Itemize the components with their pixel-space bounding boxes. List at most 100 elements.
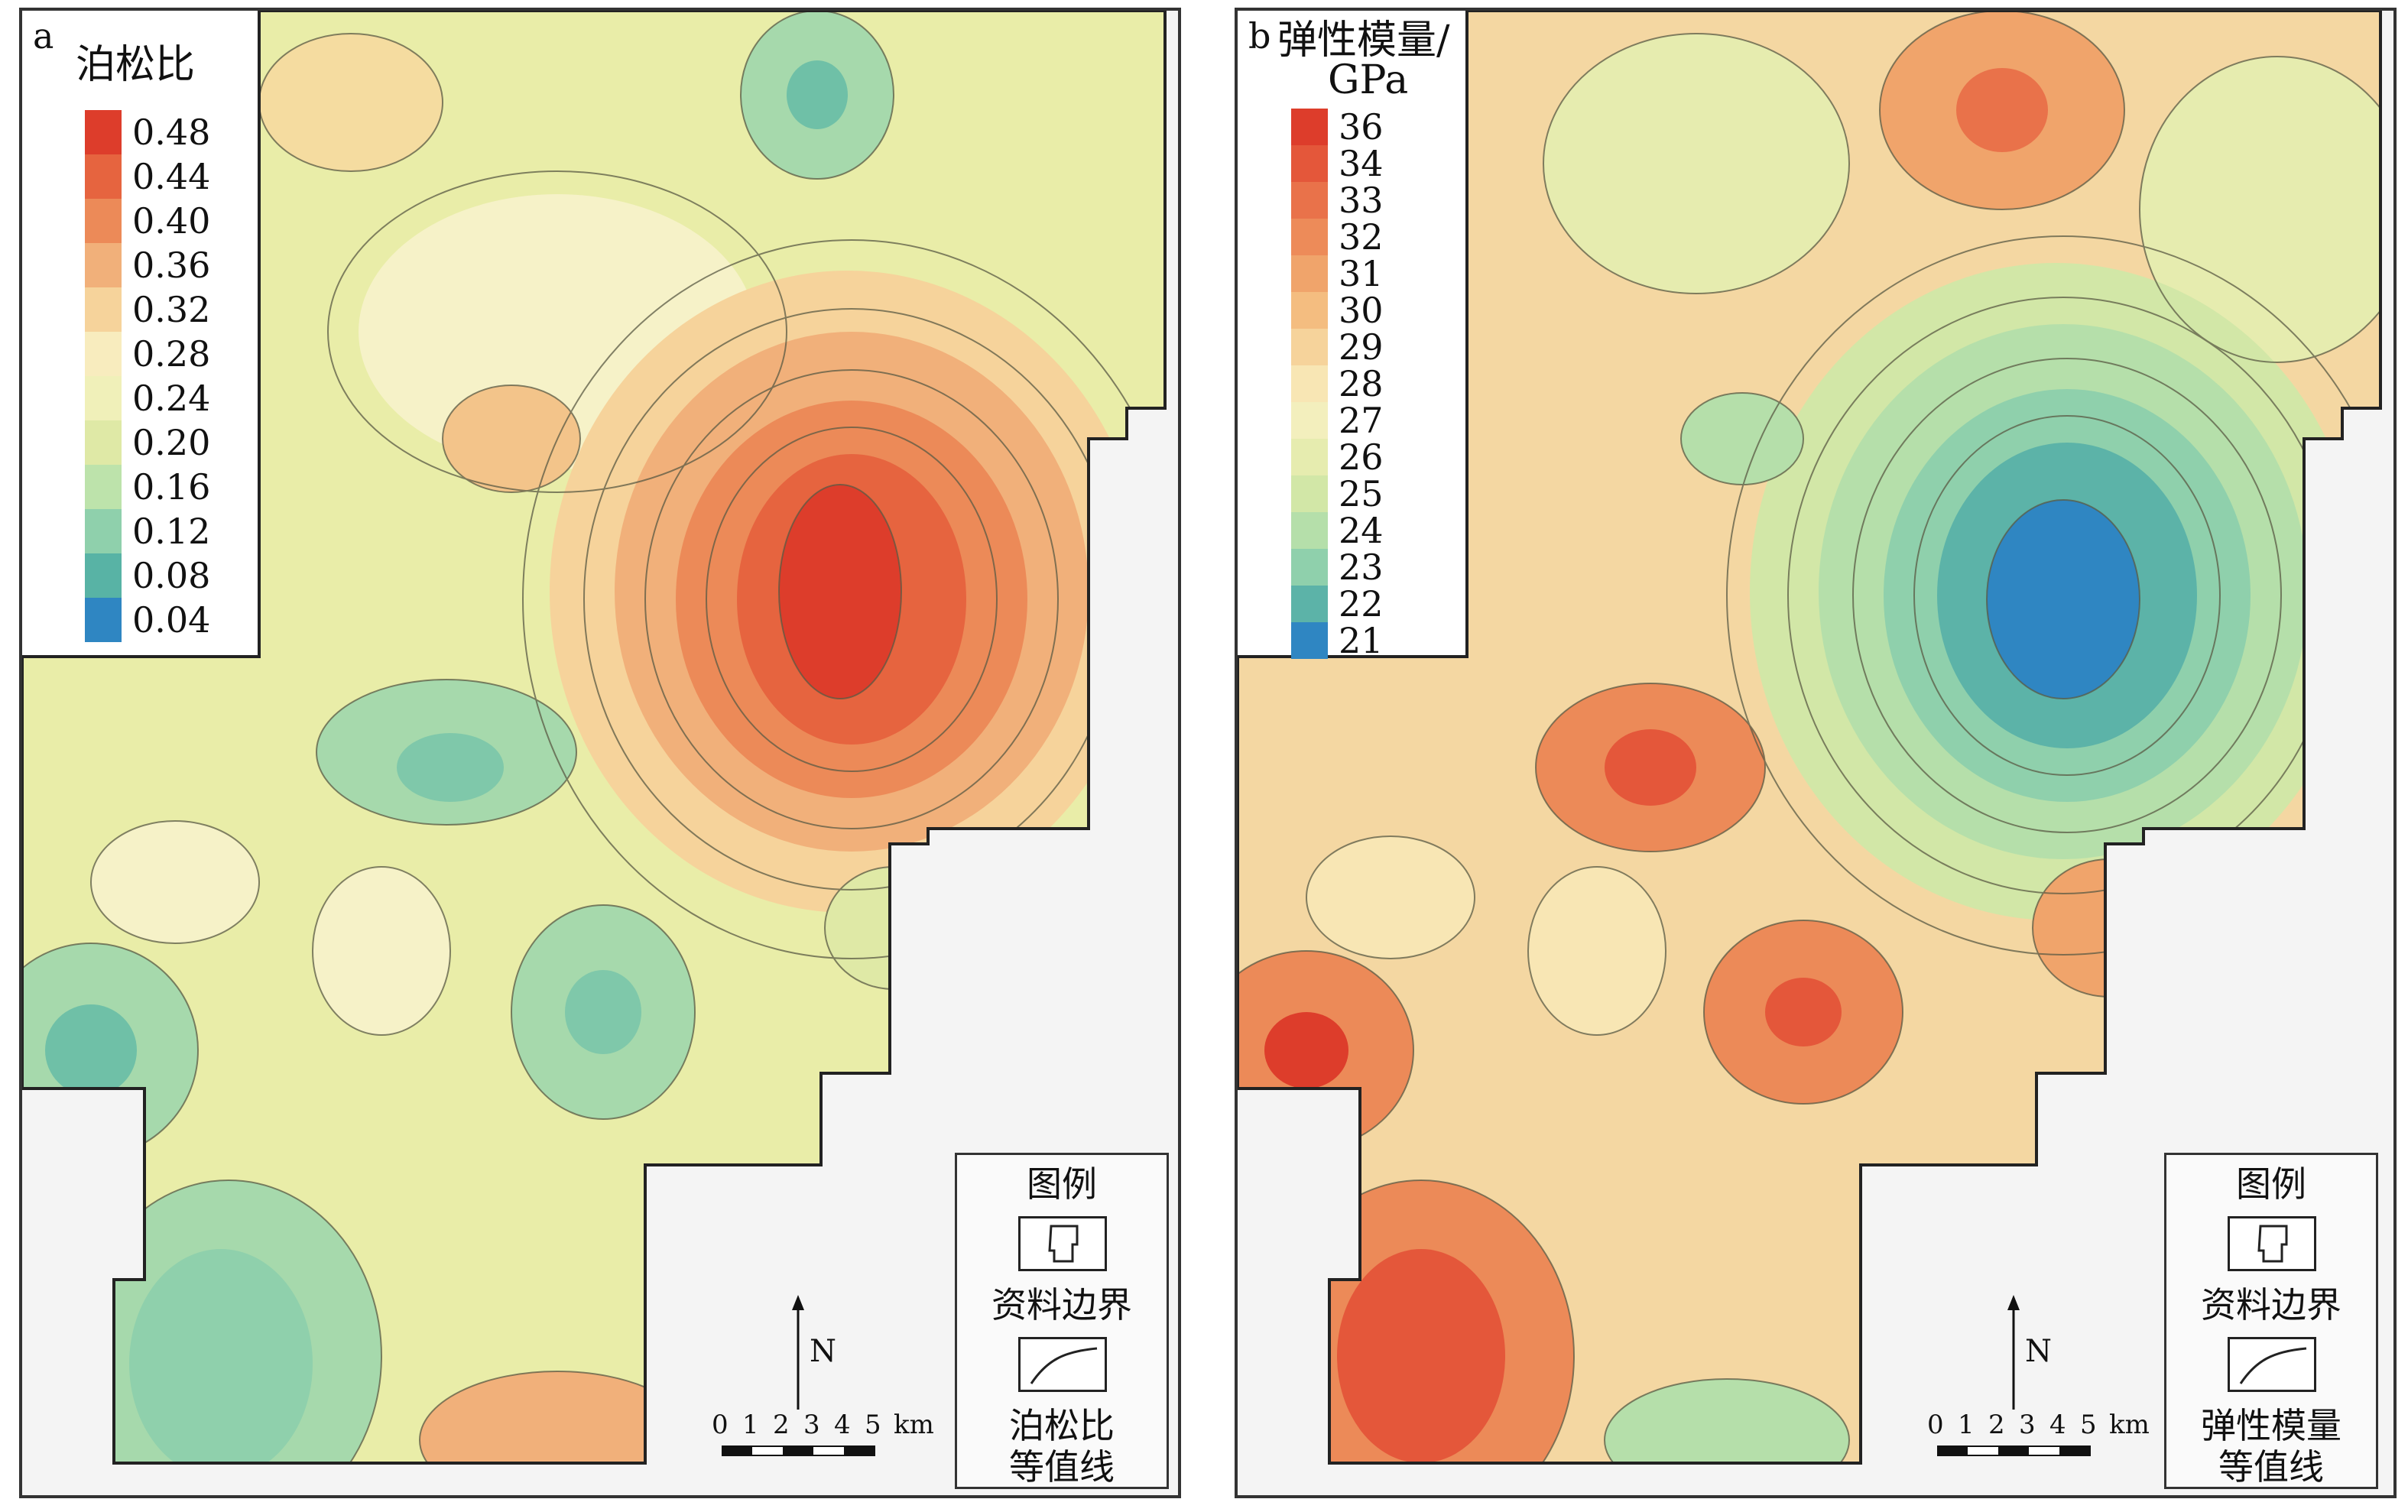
colorbar-tick-label: 29	[1339, 326, 1384, 368]
panel-label: b	[1248, 15, 1271, 57]
colorbar-swatch	[85, 110, 122, 154]
scale-bar-tick-label: 1	[742, 1410, 759, 1440]
colorbar-tick-label: 0.08	[132, 555, 211, 596]
legend-contour-label: 泊松比	[1009, 1405, 1115, 1446]
data-boundary	[1238, 11, 2382, 1465]
colorbar-tick-label: 0.20	[132, 422, 211, 463]
colorbar-tick-label: 23	[1339, 547, 1384, 588]
colorbar-tick-label: 33	[1339, 180, 1384, 221]
scale-bar-tick-label: 4	[2049, 1410, 2066, 1440]
colorbar-swatch	[1291, 512, 1328, 549]
colorbar-tick-label: 0.12	[132, 511, 211, 552]
colorbar-swatch	[1291, 549, 1328, 586]
colorbar-swatch	[85, 287, 122, 332]
contour-line-symbol-icon	[1018, 1337, 1107, 1392]
colorbar-swatch	[85, 465, 122, 509]
colorbar-tick-label: 34	[1339, 143, 1384, 184]
panel-label: a	[33, 15, 54, 57]
colorbar-swatch	[85, 509, 122, 553]
legend-boundary-label: 资料边界	[2201, 1284, 2341, 1325]
scale-bar-tick-label: 2	[773, 1410, 790, 1440]
scale-bar-tick-label: 2	[1988, 1410, 2005, 1440]
colorbar-swatch	[85, 243, 122, 287]
colorbar-tick-label: 0.48	[132, 112, 211, 153]
scale-bar-unit: km	[2109, 1410, 2150, 1440]
colorbar-swatch	[1291, 255, 1328, 292]
north-label: N	[2025, 1334, 2052, 1369]
poisson-ratio-map-panel: a 泊松比 0.48 0.44 0.40 0.36 0.32 0.28 0.24 0.20 0.…	[19, 8, 1181, 1498]
colorbar-swatch	[85, 598, 122, 642]
colorbar-swatch	[1291, 622, 1328, 659]
north-label: N	[810, 1334, 836, 1369]
colorbar-title: 泊松比	[76, 42, 196, 88]
legend-heading: 图例	[2236, 1163, 2306, 1205]
colorbar-backdrop	[22, 11, 259, 657]
north-arrow-icon	[792, 1295, 804, 1410]
scale-bar	[722, 1445, 875, 1456]
scale-bar-tick-label: 0	[712, 1410, 729, 1440]
legend-boundary-label: 资料边界	[991, 1284, 1132, 1325]
colorbar-tick-label: 0.04	[132, 599, 211, 641]
colorbar-swatch	[1291, 292, 1328, 329]
boundary-symbol-icon	[2228, 1216, 2316, 1271]
colorbar-unit: GPa	[1328, 57, 1409, 103]
colorbar-swatch	[85, 332, 122, 376]
colorbar-swatch	[1291, 219, 1328, 255]
colorbar-swatch	[85, 154, 122, 199]
scale-bar-tick-label: 5	[2080, 1410, 2097, 1440]
colorbar-tick-label: 21	[1339, 620, 1384, 661]
colorbar-tick-label: 0.40	[132, 200, 211, 242]
colorbar-swatch	[1291, 182, 1328, 219]
colorbar-tick-label: 0.28	[132, 333, 211, 375]
colorbar-swatch	[85, 420, 122, 465]
poisson-ratio-contour-map	[22, 11, 1167, 1465]
scale-bar-tick-label: 0	[1927, 1410, 1944, 1440]
legend-heading: 图例	[1027, 1163, 1097, 1205]
colorbar-swatch	[1291, 439, 1328, 475]
colorbar-tick-label: 28	[1339, 363, 1384, 404]
data-boundary	[22, 11, 1167, 1465]
colorbar-tick-label: 30	[1339, 290, 1384, 331]
poisson-ratio-field	[22, 11, 1165, 1463]
scale-bar-unit: km	[894, 1410, 934, 1440]
colorbar-swatch	[85, 553, 122, 598]
colorbar-swatch	[85, 376, 122, 420]
scale-bar-tick-label: 4	[834, 1410, 851, 1440]
colorbar-swatch	[1291, 475, 1328, 512]
colorbar-tick-label: 24	[1339, 510, 1384, 551]
colorbar-backdrop	[1238, 11, 1467, 657]
scale-bar-tick-label: 3	[803, 1410, 820, 1440]
colorbar-tick-label: 0.36	[132, 245, 211, 286]
colorbar-swatch	[1291, 145, 1328, 182]
boundary-symbol-icon	[1018, 1216, 1107, 1271]
elastic-modulus-field	[1238, 11, 2380, 1463]
elastic-modulus-contour-map	[1238, 11, 2382, 1465]
elastic-modulus-map-panel: b 弹性模量/ GPa 36 34 33 32 31 30 29 28 27 26 25 24 23 22…	[1235, 8, 2397, 1498]
scale-bar-tick-label: 3	[2019, 1410, 2036, 1440]
colorbar-tick-label: 0.32	[132, 289, 211, 330]
colorbar-swatch	[1291, 586, 1328, 622]
colorbar-tick-label: 32	[1339, 216, 1384, 258]
colorbar-swatch	[1291, 109, 1328, 145]
colorbar-tick-label: 0.44	[132, 156, 211, 197]
colorbar-swatch	[1291, 365, 1328, 402]
colorbar-tick-label: 27	[1339, 400, 1384, 441]
colorbar-tick-label: 0.24	[132, 378, 211, 419]
scale-bar-tick-label: 1	[1958, 1410, 1975, 1440]
colorbar-tick-label: 26	[1339, 436, 1384, 478]
colorbar-tick-label: 31	[1339, 253, 1384, 294]
legend-contour-label-2: 等值线	[1009, 1446, 1115, 1488]
scale-bar	[1937, 1445, 2091, 1456]
scale-bar-tick-label: 5	[865, 1410, 881, 1440]
colorbar-tick-label: 0.16	[132, 466, 211, 508]
colorbar-tick-label: 22	[1339, 583, 1384, 625]
legend-contour-label: 弹性模量	[2201, 1405, 2341, 1446]
north-arrow-icon	[2007, 1295, 2020, 1410]
colorbar-swatch	[85, 199, 122, 243]
colorbar-swatch	[1291, 329, 1328, 365]
contour-line-symbol-icon	[2228, 1337, 2316, 1392]
colorbar-title: 弹性模量/	[1277, 18, 1450, 63]
colorbar-tick-label: 36	[1339, 106, 1384, 148]
colorbar-tick-label: 25	[1339, 473, 1384, 514]
legend-contour-label-2: 等值线	[2218, 1446, 2324, 1488]
